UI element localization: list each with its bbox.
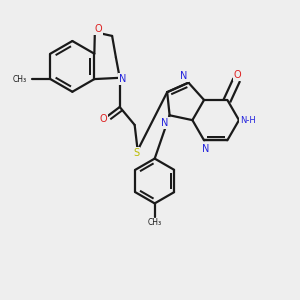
Text: O: O bbox=[100, 114, 107, 124]
Text: N: N bbox=[161, 118, 169, 128]
Text: O: O bbox=[234, 70, 242, 80]
Text: O: O bbox=[94, 24, 102, 34]
Text: N: N bbox=[119, 74, 126, 84]
Text: CH₃: CH₃ bbox=[13, 75, 27, 84]
Text: N: N bbox=[180, 71, 188, 81]
Text: N: N bbox=[202, 144, 209, 154]
Text: S: S bbox=[133, 148, 139, 158]
Text: N-H: N-H bbox=[240, 116, 256, 124]
Text: CH₃: CH₃ bbox=[148, 218, 162, 227]
